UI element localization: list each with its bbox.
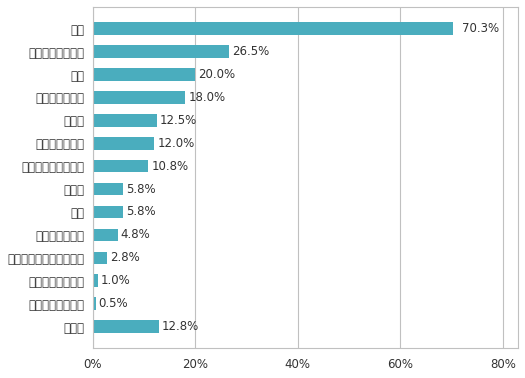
Bar <box>93 297 96 310</box>
Text: 5.8%: 5.8% <box>126 206 155 218</box>
Text: 10.8%: 10.8% <box>151 160 188 173</box>
Bar <box>93 206 123 218</box>
Text: 0.5%: 0.5% <box>99 297 128 310</box>
Text: 1.0%: 1.0% <box>101 274 131 287</box>
Text: 4.8%: 4.8% <box>121 228 150 242</box>
Bar <box>93 45 229 58</box>
Bar <box>93 137 154 150</box>
Bar <box>93 183 123 195</box>
Text: 12.8%: 12.8% <box>162 320 199 333</box>
Bar <box>93 68 195 81</box>
Bar <box>93 320 159 333</box>
Text: 18.0%: 18.0% <box>188 91 225 104</box>
Bar <box>93 91 185 104</box>
Text: 12.5%: 12.5% <box>160 114 197 127</box>
Bar <box>93 160 148 172</box>
Text: 70.3%: 70.3% <box>461 22 499 35</box>
Bar <box>93 22 453 35</box>
Bar <box>93 229 118 241</box>
Text: 12.0%: 12.0% <box>158 137 195 150</box>
Bar <box>93 274 98 287</box>
Text: 5.8%: 5.8% <box>126 183 155 195</box>
Bar <box>93 114 157 127</box>
Text: 26.5%: 26.5% <box>232 45 269 58</box>
Bar <box>93 251 107 264</box>
Text: 2.8%: 2.8% <box>110 251 140 264</box>
Text: 20.0%: 20.0% <box>198 68 236 81</box>
